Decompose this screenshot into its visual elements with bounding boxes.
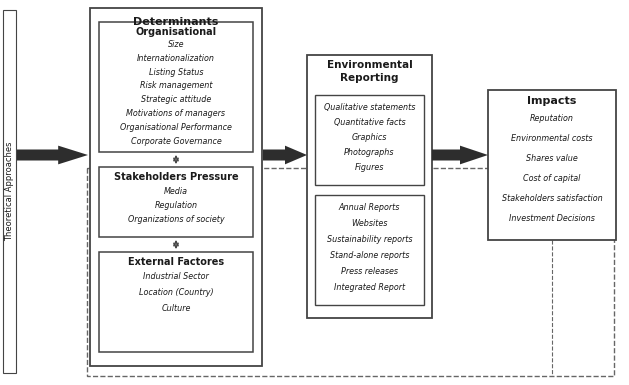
Bar <box>488 90 616 240</box>
Text: Environmental
Reporting: Environmental Reporting <box>326 60 413 83</box>
Text: Organizations of society: Organizations of society <box>128 215 225 224</box>
Bar <box>99 252 253 352</box>
Text: Websites: Websites <box>352 219 387 228</box>
Text: Shares value: Shares value <box>526 154 578 163</box>
Text: Regulation: Regulation <box>155 201 198 210</box>
Bar <box>99 22 253 152</box>
Text: Determinants: Determinants <box>133 17 219 27</box>
Text: Organisational Performance: Organisational Performance <box>120 123 232 132</box>
FancyArrow shape <box>432 146 488 164</box>
Text: Quantitative facts: Quantitative facts <box>334 118 405 127</box>
Text: Reputation: Reputation <box>530 114 574 123</box>
Text: Investment Decisions: Investment Decisions <box>509 214 595 223</box>
Bar <box>3 10 16 373</box>
Text: Figures: Figures <box>355 163 384 172</box>
Text: Impacts: Impacts <box>527 96 577 106</box>
Text: Integrated Report: Integrated Report <box>334 283 405 292</box>
Text: Environmental costs: Environmental costs <box>511 134 593 143</box>
Text: Organisational: Organisational <box>135 27 216 37</box>
Text: Internationalization: Internationalization <box>137 54 215 63</box>
Bar <box>315 195 424 305</box>
Text: Graphics: Graphics <box>352 133 387 142</box>
Bar <box>87 168 614 376</box>
Text: Qualitative statements: Qualitative statements <box>324 103 415 112</box>
Bar <box>90 8 262 366</box>
Text: Size: Size <box>168 40 184 49</box>
Text: Strategic attitude: Strategic attitude <box>141 95 211 104</box>
Text: Cost of capital: Cost of capital <box>523 174 581 183</box>
FancyArrow shape <box>17 146 88 164</box>
Text: Theoretical Approaches: Theoretical Approaches <box>5 141 14 241</box>
Text: Stand-alone reports: Stand-alone reports <box>330 251 409 260</box>
Text: Stakeholders satisfaction: Stakeholders satisfaction <box>501 194 603 203</box>
Text: Corporate Governance: Corporate Governance <box>131 137 221 146</box>
Text: Media: Media <box>164 187 188 196</box>
Text: Listing Status: Listing Status <box>148 68 203 77</box>
FancyArrow shape <box>263 146 307 164</box>
Text: Location (Country): Location (Country) <box>138 288 213 297</box>
Bar <box>315 95 424 185</box>
Text: Annual Reports: Annual Reports <box>339 203 400 212</box>
Text: Photographs: Photographs <box>344 148 395 157</box>
Text: Motivations of managers: Motivations of managers <box>126 109 226 118</box>
Bar <box>307 55 432 318</box>
Text: External Factores: External Factores <box>128 257 224 267</box>
Text: Culture: Culture <box>161 304 191 313</box>
Bar <box>99 167 253 237</box>
Text: Sustainability reports: Sustainability reports <box>326 235 412 244</box>
Text: Industrial Sector: Industrial Sector <box>143 272 209 281</box>
Text: Stakeholders Pressure: Stakeholders Pressure <box>114 172 238 182</box>
Text: Press releases: Press releases <box>341 267 398 276</box>
Text: Risk management: Risk management <box>140 81 212 90</box>
